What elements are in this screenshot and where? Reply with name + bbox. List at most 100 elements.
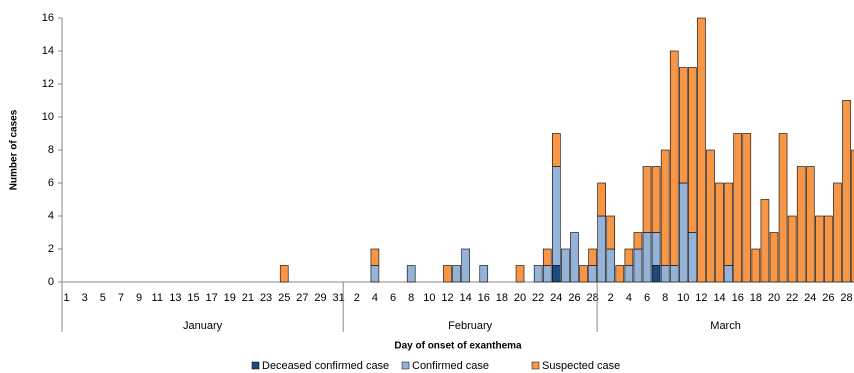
y-tick-label: 4: [48, 210, 54, 222]
x-tick-label: 11: [152, 292, 163, 304]
x-tick-label: 3: [82, 292, 88, 304]
bar-segment: [805, 166, 815, 283]
bar-segment: [579, 265, 588, 283]
bar-segment: [479, 265, 489, 283]
bar-segment: [733, 133, 743, 283]
x-tick-label: 22: [786, 292, 798, 304]
bar-segment: [824, 215, 833, 283]
bar-segment: [715, 182, 724, 283]
x-tick-label: 18: [750, 292, 762, 304]
bar-segment: [443, 265, 452, 283]
legend-label: Suspected case: [542, 360, 620, 372]
legend-swatch: [401, 361, 410, 370]
bar-segment: [833, 182, 842, 283]
y-tick-label: 10: [42, 111, 54, 123]
bar-segment: [542, 248, 552, 266]
x-tick-label: 14: [459, 292, 471, 304]
bar-segment: [688, 67, 697, 233]
legend-swatch: [531, 361, 540, 370]
bar-segment: [597, 215, 606, 283]
x-tick-label: 5: [100, 292, 106, 304]
legend-label: Confirmed case: [412, 360, 489, 372]
bar-segment: [515, 265, 525, 283]
bar-segment: [678, 67, 688, 184]
x-tick-label: 25: [278, 292, 290, 304]
bar-segment: [851, 149, 854, 283]
bar-segment: [452, 265, 461, 283]
x-tick-label: 24: [804, 292, 816, 304]
bar-segment: [724, 182, 733, 266]
x-tick-label: 13: [169, 292, 181, 304]
bar-segment: [588, 265, 597, 283]
x-tick-label: 9: [136, 292, 142, 304]
bar-segment: [561, 248, 570, 283]
bar-segment: [552, 133, 561, 167]
bar-segment: [606, 215, 616, 250]
bar-segment: [588, 248, 597, 266]
bar-segment: [642, 232, 652, 283]
month-label: March: [710, 320, 741, 332]
y-tick-label: 8: [48, 144, 54, 156]
bar-segment: [760, 199, 770, 283]
bar-segment: [370, 248, 380, 266]
x-tick-label: 6: [390, 292, 396, 304]
x-tick-label: 2: [608, 292, 614, 304]
bar-segment: [688, 232, 697, 283]
x-tick-label: 20: [514, 292, 526, 304]
x-tick-label: 21: [242, 292, 254, 304]
x-tick-label: 19: [224, 292, 236, 304]
x-tick-label: 10: [677, 292, 689, 304]
x-tick-label: 27: [296, 292, 308, 304]
legend-swatch: [251, 361, 260, 370]
x-axis-title: Day of onset of exanthema: [394, 341, 522, 352]
bar-segment: [815, 215, 824, 283]
bar-segment: [842, 100, 851, 283]
y-tick-label: 16: [42, 12, 54, 24]
bar-segment: [552, 166, 561, 266]
x-tick-label: 12: [695, 292, 707, 304]
x-tick-label: 4: [372, 292, 378, 304]
month-label: January: [183, 320, 223, 332]
x-tick-label: 18: [496, 292, 508, 304]
legend-label: Deceased confirmed case: [262, 360, 389, 372]
month-label: February: [448, 320, 493, 332]
bar-segment: [624, 265, 634, 283]
x-tick-label: 28: [840, 292, 852, 304]
y-tick-label: 0: [48, 276, 54, 288]
x-tick-label: 23: [260, 292, 272, 304]
x-tick-label: 8: [408, 292, 414, 304]
bar-segment: [533, 265, 543, 283]
x-tick-label: 2: [354, 292, 360, 304]
x-tick-label: 15: [187, 292, 199, 304]
bar-segment: [669, 50, 679, 266]
bar-segment: [678, 182, 688, 283]
bar-segment: [778, 133, 788, 283]
y-tick-label: 6: [48, 177, 54, 189]
x-tick-label: 17: [206, 292, 218, 304]
bar-segment: [724, 265, 733, 283]
x-tick-label: 14: [713, 292, 725, 304]
x-tick-label: 10: [423, 292, 435, 304]
x-tick-label: 12: [441, 292, 453, 304]
y-tick-label: 14: [42, 45, 54, 57]
x-tick-label: 29: [314, 292, 326, 304]
x-tick-label: 24: [550, 292, 562, 304]
x-tick-label: 6: [644, 292, 650, 304]
y-axis-title: Number of cases: [9, 109, 20, 190]
bar-segment: [697, 17, 706, 283]
x-tick-label: 20: [768, 292, 780, 304]
bar-segment: [606, 248, 616, 283]
x-tick-label: 31: [333, 292, 345, 304]
x-tick-label: 26: [568, 292, 580, 304]
x-tick-label: 7: [118, 292, 124, 304]
x-tick-label: 4: [626, 292, 632, 304]
bar-segment: [542, 265, 552, 283]
bar-segment: [787, 215, 797, 283]
bar-segment: [279, 265, 289, 283]
x-tick-label: 26: [822, 292, 834, 304]
bar-segment: [642, 166, 652, 233]
bar-segment: [660, 149, 670, 266]
bar-segment: [370, 265, 380, 283]
bar-segment: [669, 265, 679, 283]
